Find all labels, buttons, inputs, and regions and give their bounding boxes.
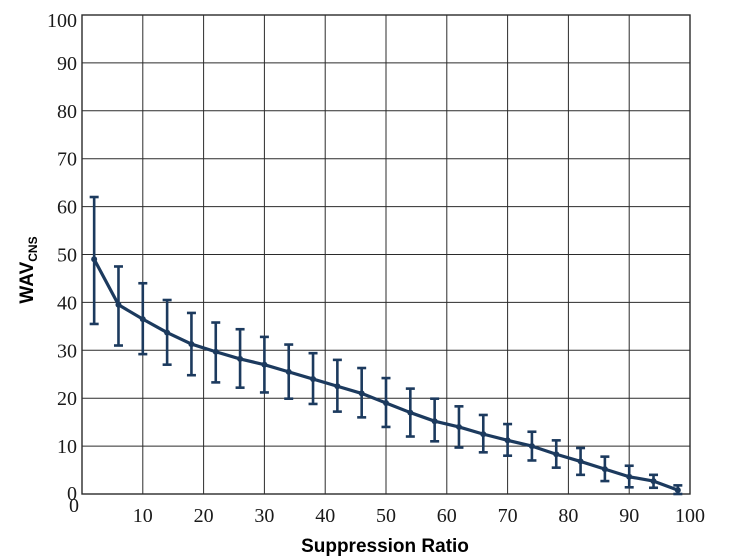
y-axis-title-main: WAV — [17, 261, 38, 303]
data-point — [528, 443, 535, 450]
y-tick-label: 50 — [57, 245, 77, 267]
data-point — [383, 399, 389, 406]
data-point — [115, 301, 122, 308]
data-point — [237, 355, 244, 362]
data-point — [480, 431, 487, 438]
x-tick-label: 80 — [558, 505, 578, 527]
data-point — [674, 487, 681, 494]
data-points — [91, 256, 681, 494]
x-tick-label: 60 — [437, 505, 457, 527]
data-point — [650, 478, 657, 485]
data-point — [285, 368, 292, 375]
data-point — [504, 437, 511, 444]
x-tick-label: 40 — [315, 505, 335, 527]
y-tick-label: 60 — [57, 197, 77, 219]
data-point — [626, 473, 633, 480]
y-tick-label: 40 — [57, 292, 77, 314]
data-point — [577, 458, 584, 465]
data-point — [455, 423, 462, 430]
y-tick-label: 0 — [67, 483, 77, 505]
x-tick-label: 70 — [498, 505, 518, 527]
data-point — [358, 390, 365, 397]
y-tick-label: 90 — [57, 53, 77, 75]
data-point — [310, 376, 317, 383]
plot-area-frame — [81, 14, 691, 495]
data-point — [431, 418, 438, 425]
y-tick-label: 80 — [57, 101, 77, 123]
y-tick-label: 30 — [57, 340, 77, 362]
y-axis-title-subscript: CNS — [26, 236, 40, 261]
data-point — [91, 256, 98, 263]
grid — [82, 15, 690, 494]
x-tick-label: 30 — [254, 505, 274, 527]
y-tick-label: 100 — [47, 10, 77, 32]
x-tick-labels: 0 10 20 30 40 50 60 70 80 90 100 — [69, 495, 705, 527]
data-point — [164, 329, 171, 336]
x-axis-title: Suppression Ratio — [301, 536, 469, 557]
x-tick-label: 0 — [69, 495, 79, 517]
data-point — [139, 316, 146, 323]
y-tick-label: 10 — [57, 436, 77, 458]
data-point — [212, 348, 219, 355]
data-point — [261, 361, 268, 368]
x-tick-label: 20 — [194, 505, 214, 527]
data-point — [407, 409, 414, 416]
y-tick-label: 20 — [57, 388, 77, 410]
data-point — [334, 383, 341, 390]
y-axis-title: WAVCNS — [17, 236, 40, 303]
data-point — [188, 341, 195, 348]
y-tick-label: 70 — [57, 149, 77, 171]
data-point — [601, 466, 608, 473]
x-tick-label: 100 — [675, 505, 705, 527]
x-tick-label: 90 — [619, 505, 639, 527]
y-tick-labels: 0 10 20 30 40 50 60 70 80 90 100 — [47, 10, 77, 505]
x-tick-label: 10 — [133, 505, 153, 527]
data-point — [553, 451, 560, 458]
x-tick-label: 50 — [376, 505, 396, 527]
